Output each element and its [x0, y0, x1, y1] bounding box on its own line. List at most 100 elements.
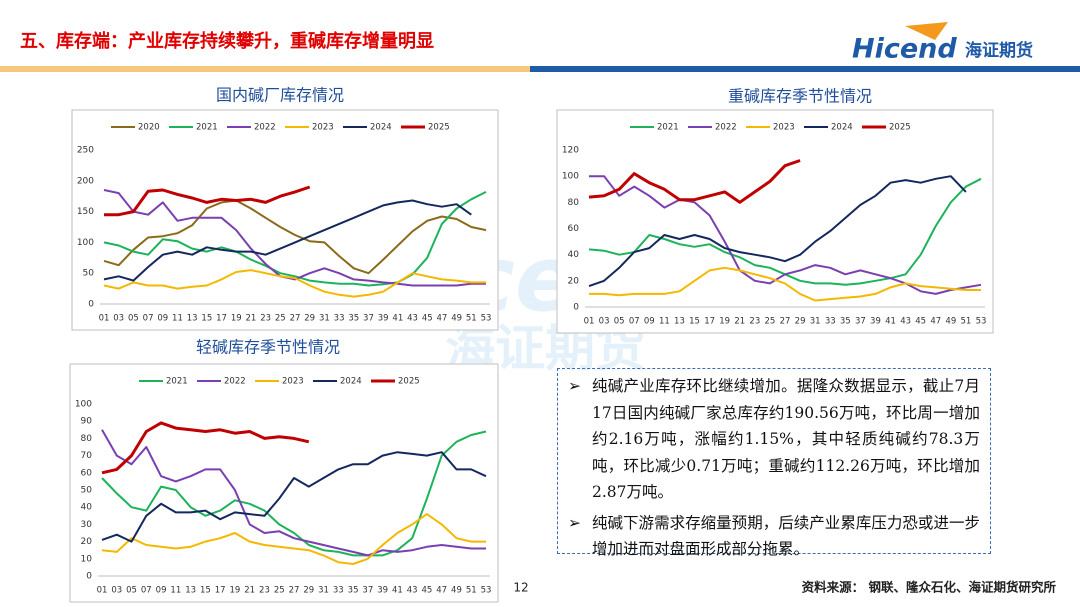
bullet: 纯碱下游需求存缩量预期，后续产业累库压力恐或进一步增加进而对盘面形成部分拖累。 [568, 510, 980, 563]
x-tick-label: 25 [765, 317, 776, 327]
x-tick-label: 11 [170, 586, 181, 596]
x-tick-label: 37 [855, 317, 866, 327]
x-tick-label: 11 [659, 317, 670, 327]
x-tick-label: 07 [141, 586, 152, 596]
x-tick-label: 43 [900, 317, 911, 327]
y-tick-label: 50 [83, 269, 95, 279]
x-tick-label: 51 [961, 317, 972, 327]
x-tick-label: 29 [303, 586, 314, 596]
x-tick-label: 01 [584, 317, 595, 327]
x-tick-label: 23 [260, 314, 271, 324]
y-tick-label: 100 [77, 238, 94, 248]
x-tick-label: 03 [599, 317, 610, 327]
y-tick-label: 120 [562, 146, 579, 156]
x-tick-label: 33 [334, 314, 345, 324]
logo-brand: Hicend [852, 34, 957, 65]
x-tick-label: 19 [231, 314, 242, 324]
y-tick-label: 40 [568, 250, 580, 260]
x-tick-label: 45 [422, 314, 433, 324]
legend-label: 2022 [224, 377, 246, 387]
text-box: 纯碱产业库存环比继续增加。据隆众数据显示，截止7月17日国内纯碱厂家总库存约19… [557, 368, 991, 558]
series-line [101, 451, 487, 543]
legend-label: 2024 [340, 377, 362, 387]
legend-label: 2023 [282, 377, 304, 387]
x-tick-label: 01 [99, 314, 110, 324]
x-tick-label: 51 [466, 314, 477, 324]
chart-frame [556, 109, 994, 334]
x-tick-label: 25 [274, 586, 285, 596]
legend-label: 2024 [370, 123, 392, 133]
legend-label: 2025 [398, 377, 420, 387]
x-tick-label: 19 [719, 317, 730, 327]
legend-label: 2022 [254, 123, 276, 133]
x-tick-label: 47 [436, 586, 447, 596]
band-left [0, 66, 530, 72]
y-tick-label: 100 [562, 172, 579, 182]
chart-title: 国内碱厂库存情况 [216, 86, 344, 105]
x-tick-label: 31 [810, 317, 821, 327]
x-tick-label: 39 [870, 317, 881, 327]
x-tick-label: 41 [392, 314, 403, 324]
legend-label: 2025 [428, 123, 450, 133]
legend-label: 2024 [831, 123, 853, 133]
x-tick-label: 13 [185, 586, 196, 596]
x-tick-label: 15 [689, 317, 700, 327]
legend-label: 2021 [657, 123, 679, 133]
x-tick-label: 07 [629, 317, 640, 327]
x-tick-label: 13 [187, 314, 198, 324]
series-line [589, 266, 981, 302]
x-tick-label: 43 [407, 586, 418, 596]
x-tick-label: 45 [915, 317, 926, 327]
y-tick-label: 70 [81, 451, 93, 461]
x-tick-label: 31 [318, 586, 329, 596]
x-tick-label: 17 [216, 314, 227, 324]
x-tick-label: 25 [275, 314, 286, 324]
y-tick-label: 100 [75, 400, 92, 410]
x-tick-label: 29 [795, 317, 806, 327]
page-number: 12 [513, 581, 528, 595]
y-tick-label: 0 [88, 300, 94, 310]
logo-swoosh [905, 22, 948, 40]
y-tick-label: 30 [81, 520, 93, 530]
y-tick-label: 90 [81, 417, 93, 427]
chart-title: 重碱库存季节性情况 [728, 87, 872, 106]
series-line [103, 199, 472, 282]
x-tick-label: 43 [407, 314, 418, 324]
x-tick-label: 21 [246, 314, 257, 324]
x-tick-label: 09 [156, 586, 167, 596]
x-tick-label: 47 [930, 317, 941, 327]
series-line [101, 429, 486, 557]
chart-frame [69, 363, 499, 603]
x-tick-label: 41 [392, 586, 403, 596]
band-right [530, 66, 1080, 72]
y-tick-label: 200 [77, 176, 94, 186]
x-tick-label: 17 [704, 317, 715, 327]
y-tick-label: 80 [81, 434, 93, 444]
source: 资料来源： 钢联、隆众石化、海证期货研究所 [802, 580, 1057, 595]
series-line [101, 430, 487, 557]
slide-title: 五、库存端：产业库存持续攀升，重碱库存增量明显 [20, 30, 434, 52]
y-tick-label: 250 [77, 146, 94, 156]
x-tick-label: 05 [128, 314, 139, 324]
x-tick-label: 31 [319, 314, 330, 324]
x-tick-label: 29 [304, 314, 315, 324]
x-tick-label: 27 [289, 586, 300, 596]
x-tick-label: 09 [644, 317, 655, 327]
legend-label: 2023 [773, 123, 795, 133]
legend-label: 2025 [889, 123, 911, 133]
x-tick-label: 03 [111, 586, 122, 596]
bullet: 纯碱产业库存环比继续增加。据隆众数据显示，截止7月17日国内纯碱厂家总库存约19… [568, 373, 980, 506]
x-tick-label: 27 [780, 317, 791, 327]
x-tick-label: 49 [451, 586, 462, 596]
x-tick-label: 51 [466, 586, 477, 596]
series-line [103, 189, 486, 287]
legend-label: 2022 [715, 123, 737, 133]
series-line [103, 191, 487, 287]
x-tick-label: 41 [885, 317, 896, 327]
y-tick-label: 0 [86, 572, 92, 582]
legend-label: 2021 [166, 377, 188, 387]
x-tick-label: 49 [945, 317, 956, 327]
legend-label: 2021 [196, 123, 218, 133]
y-tick-label: 80 [568, 198, 580, 208]
